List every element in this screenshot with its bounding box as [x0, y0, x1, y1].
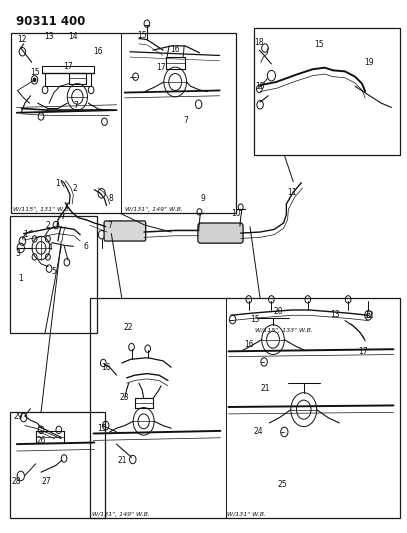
Text: 13: 13: [44, 33, 54, 42]
Text: W/131", 149" W.B.: W/131", 149" W.B.: [92, 512, 150, 517]
Text: 15: 15: [314, 41, 324, 50]
Text: 90311 400: 90311 400: [15, 14, 85, 28]
Text: W/131" W.B.: W/131" W.B.: [227, 512, 266, 517]
Text: 16: 16: [171, 45, 180, 54]
Text: 18: 18: [254, 38, 264, 47]
Text: 20: 20: [274, 307, 283, 316]
FancyBboxPatch shape: [198, 223, 243, 243]
Text: 4: 4: [48, 244, 53, 253]
Text: 28: 28: [12, 477, 22, 486]
Text: 7: 7: [183, 116, 188, 125]
Bar: [90, 298, 400, 519]
Text: 5: 5: [52, 268, 57, 276]
Text: 12: 12: [18, 35, 27, 44]
Text: 7: 7: [74, 101, 79, 110]
Text: 2: 2: [46, 221, 50, 230]
Bar: [254, 28, 400, 155]
Text: W/115", 133" W.B.: W/115", 133" W.B.: [255, 328, 313, 333]
Text: 17: 17: [63, 62, 73, 70]
Text: 17: 17: [358, 347, 368, 356]
Text: 16: 16: [101, 363, 110, 372]
Bar: [10, 413, 105, 519]
Text: 19: 19: [364, 58, 374, 67]
FancyBboxPatch shape: [104, 221, 146, 241]
Text: 1: 1: [55, 179, 59, 188]
Text: 15: 15: [255, 82, 265, 91]
Text: 11: 11: [287, 188, 296, 197]
Text: 10: 10: [231, 209, 241, 218]
Text: 23: 23: [120, 393, 129, 402]
Text: 26: 26: [36, 436, 46, 445]
Text: 12: 12: [365, 311, 374, 320]
Text: 6: 6: [83, 242, 88, 251]
Text: 25: 25: [278, 480, 287, 489]
Text: 16: 16: [93, 47, 103, 56]
Text: 1: 1: [23, 230, 28, 239]
Circle shape: [33, 78, 36, 82]
Text: 16: 16: [244, 341, 254, 350]
Text: 13: 13: [330, 310, 340, 319]
Text: 15: 15: [137, 31, 147, 41]
Text: W/131", 149" W.B.: W/131", 149" W.B.: [125, 207, 183, 212]
Text: 8: 8: [109, 194, 114, 203]
Bar: [11, 33, 236, 214]
Text: 15: 15: [98, 424, 107, 433]
Text: 15: 15: [250, 315, 260, 324]
Text: W/115", 131" W.B.: W/115", 131" W.B.: [13, 207, 70, 212]
Text: 2: 2: [72, 183, 77, 192]
Text: 15: 15: [30, 68, 39, 77]
Text: 1: 1: [18, 274, 23, 283]
Text: 14: 14: [68, 33, 78, 42]
Text: 29: 29: [13, 411, 23, 421]
Text: 7: 7: [107, 221, 112, 230]
Text: 9: 9: [200, 194, 205, 203]
Text: 21: 21: [260, 384, 270, 393]
Text: 21: 21: [117, 456, 127, 465]
Bar: [10, 216, 97, 333]
Text: 27: 27: [41, 477, 50, 486]
Text: 24: 24: [253, 427, 263, 437]
Text: 17: 17: [156, 63, 166, 72]
Text: 22: 22: [124, 323, 133, 332]
Text: 3: 3: [15, 249, 20, 258]
